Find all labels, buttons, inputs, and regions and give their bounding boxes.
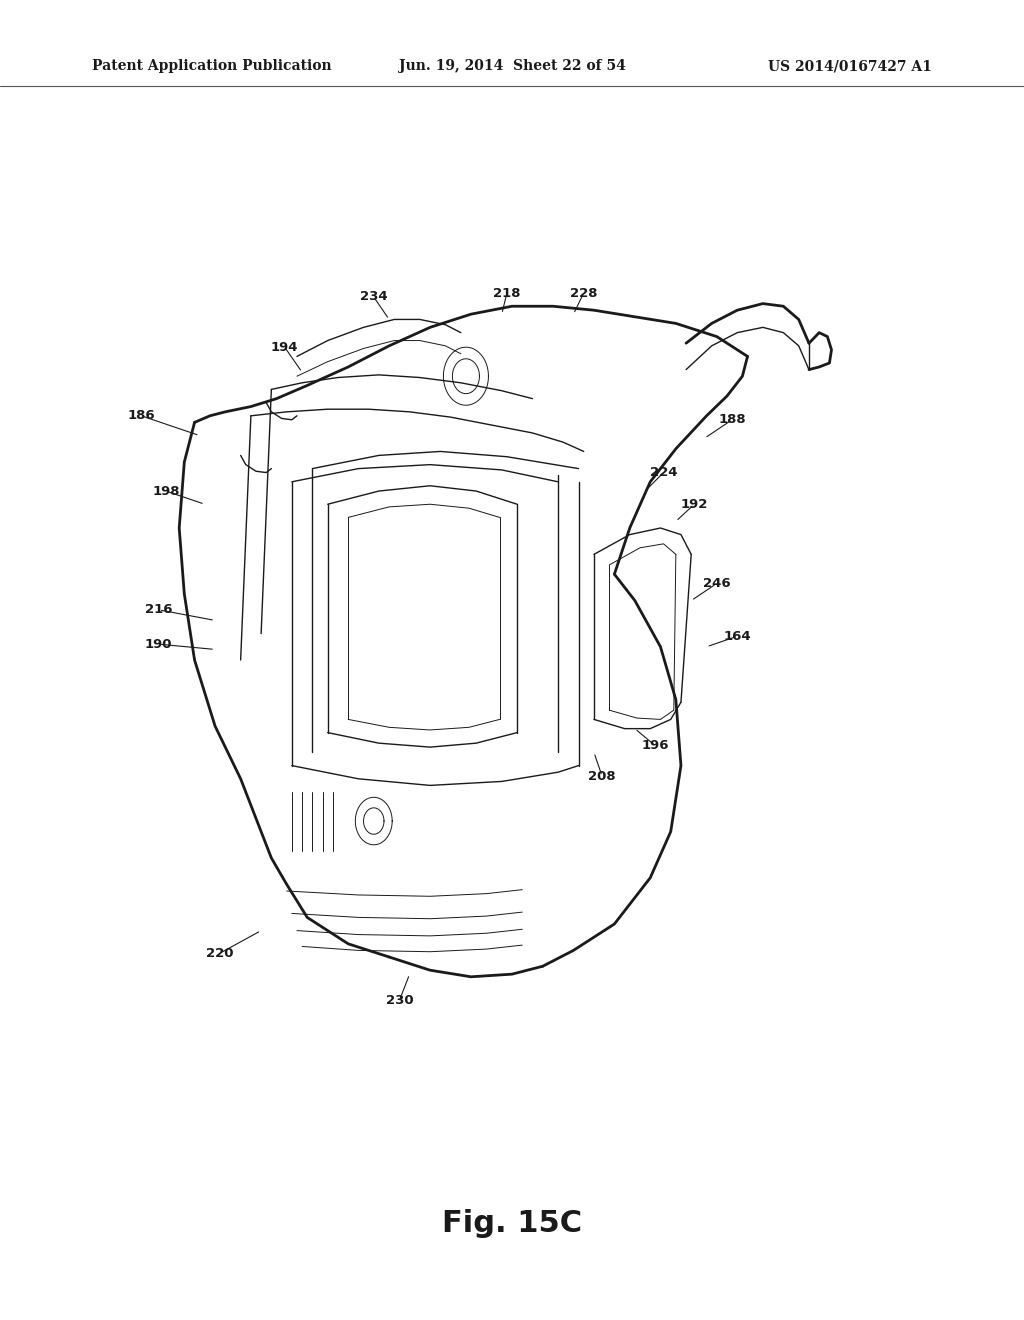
Text: Jun. 19, 2014  Sheet 22 of 54: Jun. 19, 2014 Sheet 22 of 54 xyxy=(398,59,626,74)
Text: Fig. 15C: Fig. 15C xyxy=(442,1209,582,1238)
Text: US 2014/0167427 A1: US 2014/0167427 A1 xyxy=(768,59,932,74)
Text: 230: 230 xyxy=(386,994,413,1007)
Text: 234: 234 xyxy=(360,290,387,304)
Text: Patent Application Publication: Patent Application Publication xyxy=(92,59,332,74)
Text: 190: 190 xyxy=(145,638,172,651)
Text: 194: 194 xyxy=(271,341,298,354)
Text: 196: 196 xyxy=(642,739,669,752)
Text: 198: 198 xyxy=(153,484,179,498)
Text: 220: 220 xyxy=(207,946,233,960)
Text: 224: 224 xyxy=(650,466,677,479)
Text: 188: 188 xyxy=(719,413,745,426)
Text: 208: 208 xyxy=(589,770,615,783)
Text: 192: 192 xyxy=(681,498,708,511)
Text: 246: 246 xyxy=(703,577,730,590)
Text: 186: 186 xyxy=(128,409,155,422)
Text: 218: 218 xyxy=(494,286,520,300)
Text: 164: 164 xyxy=(724,630,751,643)
Text: 228: 228 xyxy=(570,286,597,300)
Text: 216: 216 xyxy=(145,603,172,616)
